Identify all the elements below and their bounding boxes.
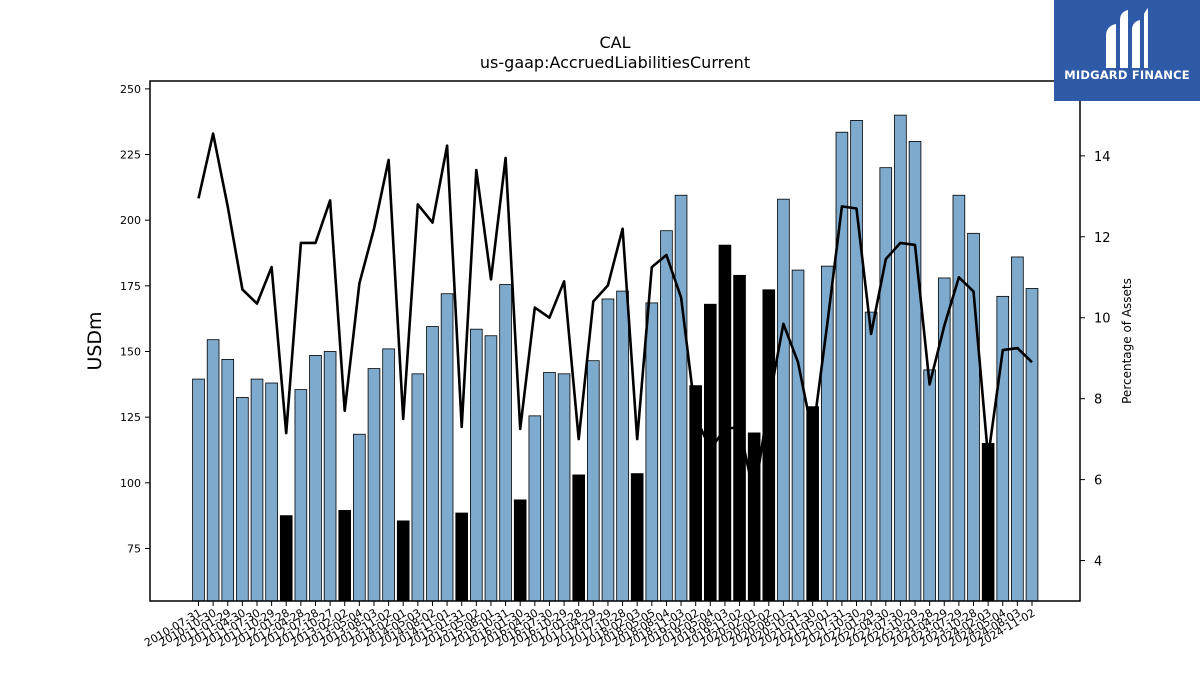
bar [440, 293, 454, 602]
bar [338, 509, 352, 602]
bar [265, 382, 278, 602]
bar [572, 474, 585, 602]
y2-axis-label: Percentage of Assets [1120, 278, 1134, 404]
y-axis-left: 75 100 125 150 175 200 225 250 [120, 83, 150, 555]
bar [894, 114, 907, 602]
chart-title: CAL [599, 33, 630, 52]
bar [674, 194, 688, 602]
bar [236, 397, 249, 602]
bar [660, 230, 673, 602]
bar [323, 351, 337, 602]
bar [718, 244, 732, 602]
bar [777, 198, 790, 602]
bar [367, 368, 381, 602]
bar [616, 290, 629, 602]
bar [850, 119, 863, 602]
bar [908, 141, 922, 602]
logo-text: MIDGARD FINANCE [1064, 68, 1190, 82]
bar [557, 373, 571, 602]
bar [382, 348, 395, 602]
bar [762, 289, 776, 602]
y-tick-label: 100 [120, 477, 141, 490]
y-tick-label: 150 [120, 346, 141, 359]
bar [747, 432, 761, 602]
line-layer [197, 132, 1033, 498]
y-tick-label: 175 [120, 280, 141, 293]
bar [703, 303, 717, 602]
chart-subtitle: us-gaap:AccruedLiabilitiesCurrent [480, 53, 750, 72]
bar [353, 433, 366, 602]
bar [396, 520, 410, 602]
bar [528, 415, 542, 602]
bar [601, 298, 615, 602]
bar [835, 131, 849, 602]
bar [733, 274, 746, 602]
bar [791, 269, 805, 602]
bar [484, 335, 498, 602]
plot-frame [149, 80, 1081, 602]
bar [221, 358, 235, 602]
bar [309, 355, 322, 602]
series-line [197, 132, 1033, 498]
y-tick-label: 75 [127, 542, 141, 555]
bar [923, 369, 936, 602]
bar [411, 373, 425, 602]
bar [470, 328, 483, 602]
bar [587, 360, 600, 602]
logo-mark-icon [1106, 8, 1148, 68]
bar [206, 339, 220, 602]
y2-tick-label: 10 [1094, 312, 1111, 327]
y-axis-label: USDm [84, 311, 106, 370]
y2-tick-label: 14 [1094, 150, 1111, 165]
bar [952, 194, 966, 602]
y-tick-label: 125 [120, 411, 141, 424]
bars-layer [192, 114, 1039, 602]
bar [879, 167, 893, 602]
y2-tick-label: 4 [1094, 555, 1102, 570]
bar [630, 473, 644, 602]
y-tick-label: 225 [120, 149, 141, 162]
bar [1011, 256, 1024, 602]
bar [996, 295, 1010, 602]
y-tick-label: 250 [120, 83, 141, 96]
y2-tick-label: 12 [1094, 231, 1111, 246]
bar [192, 378, 205, 602]
bar [426, 326, 439, 602]
y2-tick-label: 6 [1094, 474, 1102, 489]
bar [645, 302, 659, 602]
bar [981, 443, 995, 602]
bar [250, 378, 264, 602]
bar [543, 372, 556, 602]
bar [1025, 288, 1039, 602]
y2-tick-label: 8 [1094, 393, 1102, 408]
y-axis-right: 4 6 8 10 12 14 [1080, 150, 1111, 570]
bar [455, 512, 469, 602]
bar [279, 515, 293, 602]
x-axis: 2010-07-312010-10-302011-01-292011-04-30… [142, 601, 1038, 650]
bar [864, 311, 878, 602]
bar [513, 499, 527, 602]
y-tick-label: 200 [120, 214, 141, 227]
logo: MIDGARD FINANCE [1054, 0, 1200, 101]
bar [499, 284, 512, 602]
bar [294, 389, 308, 602]
